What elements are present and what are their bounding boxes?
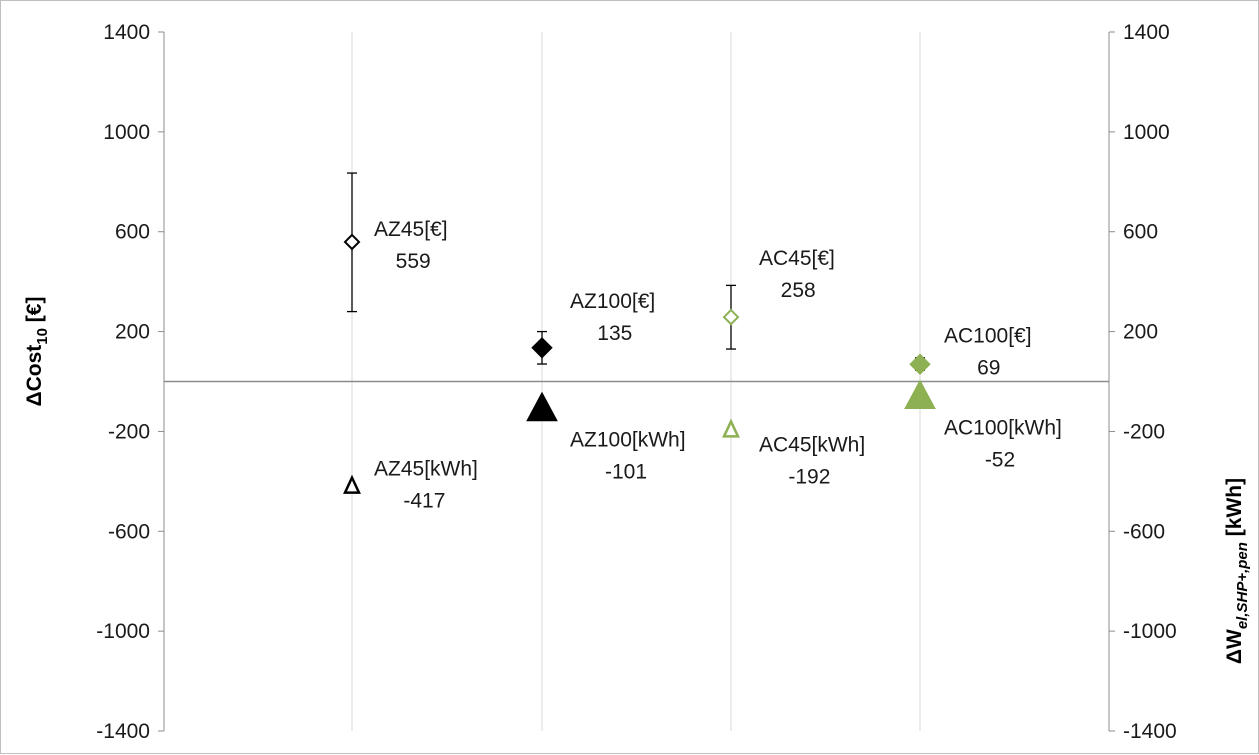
data-label-az45-kwh--value: -417 [403,490,445,513]
data-labels: AZ45[€] 559 AZ45[kWh] -417 AZ100[€] 135 AZ100[… [374,218,1062,513]
y-axis-title-sub: 10 [34,328,51,345]
y-tick-label: -1400 [96,720,150,743]
marker-az45-kwh- [343,474,361,494]
data-label-ac45----value: 258 [781,279,816,302]
y2-tick-label: -600 [1123,520,1165,543]
data-label-az45----value: 559 [396,250,431,273]
marker-az100-kwh- [526,391,558,422]
y-tick-label: 200 [115,321,150,344]
marker-ac100--- [909,353,931,375]
data-label-ac100-kwh--value: -52 [985,448,1015,471]
data-label-ac100----value: 69 [977,356,1000,379]
y2-tick-label: -200 [1123,420,1165,443]
y-axis-title-unit: [€] [23,297,46,329]
y2-tick-label: 1400 [1123,21,1170,44]
y2-tick-label: 200 [1123,321,1158,344]
y-axis-title: ΔCost10 [€] [23,297,51,407]
markers [343,233,936,494]
y2-axis-title-main: ΔW [1223,629,1246,664]
data-label-ac100----name: AC100[€] [944,324,1032,347]
y2-axis-title-sub: el,SHP+,pen [1234,542,1251,629]
marker-az45--- [343,233,361,251]
data-label-ac45-kwh--value: -192 [788,465,830,488]
marker-ac45--- [722,308,740,326]
data-label-az100-kwh--name: AZ100[kWh] [570,429,686,452]
y2-tick-label: -1000 [1123,620,1177,643]
marker-az100--- [531,337,553,359]
y2-axis-title-unit: [kWh] [1223,478,1246,542]
axis-titles: ΔCost10 [€] ΔWel,SHP+,pen [kWh] [23,297,1251,665]
y2-tick-label: 1000 [1123,121,1170,144]
y-tick-label: 1400 [103,21,150,44]
marker-ac100-kwh- [904,379,936,409]
marker-ac45-kwh- [722,418,740,438]
data-label-ac45-kwh--name: AC45[kWh] [759,433,865,456]
error-bars [347,172,925,371]
y-tick-label: -1000 [96,620,150,643]
data-label-az45-kwh--name: AZ45[kWh] [374,458,478,481]
data-label-ac100-kwh--name: AC100[kWh] [944,416,1062,439]
y-tick-label: 600 [115,221,150,244]
data-label-az45----name: AZ45[€] [374,218,448,241]
y-tick-label: 1000 [103,121,150,144]
axes: 1400 1000 600 200 -200 -600 -1000 -1400 1400 1000… [96,21,1176,743]
y-tick-label: -200 [108,420,150,443]
data-label-az100----name: AZ100[€] [570,290,655,313]
data-label-az100----value: 135 [597,322,632,345]
y2-axis-title: ΔWel,SHP+,pen [kWh] [1223,478,1251,664]
data-label-az100-kwh--value: -101 [605,461,647,484]
y2-tick-label: 600 [1123,221,1158,244]
y2-tick-label: -1400 [1123,720,1177,743]
y-tick-label: -600 [108,520,150,543]
y-axis-title-main: ΔCost [23,345,46,407]
data-label-ac45----name: AC45[€] [759,247,835,270]
